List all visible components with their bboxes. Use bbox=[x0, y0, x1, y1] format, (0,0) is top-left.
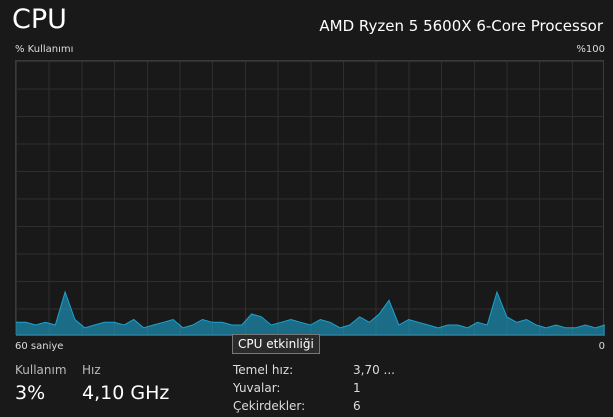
x-tick-label: 0 bbox=[598, 341, 605, 352]
y-tick-label: %100 bbox=[576, 44, 605, 55]
tooltip: CPU etkinliği bbox=[232, 334, 320, 354]
detail-value: 3,70 ... bbox=[353, 363, 395, 377]
chart bbox=[16, 290, 605, 336]
page-title: CPU bbox=[12, 4, 67, 35]
stat-value: 3% bbox=[15, 382, 46, 404]
detail-label: Yuvalar: bbox=[233, 381, 281, 395]
stat-value: 4,10 GHz bbox=[82, 382, 170, 404]
stat-label: Kullanım bbox=[15, 363, 67, 377]
graph bbox=[15, 60, 605, 336]
detail-value: 6 bbox=[353, 399, 361, 413]
processor-name: AMD Ryzen 5 5600X 6-Core Processor bbox=[319, 17, 603, 35]
detail-value: 1 bbox=[353, 381, 361, 395]
area-line bbox=[16, 290, 605, 329]
area-fill bbox=[16, 292, 605, 336]
stat-label: Hız bbox=[82, 363, 101, 377]
x-tick-label: 60 saniye bbox=[15, 341, 64, 352]
detail-label: Çekirdekler: bbox=[233, 399, 306, 413]
detail-label: Temel hız: bbox=[233, 363, 294, 377]
y-axis-label: % Kullanımı bbox=[15, 44, 74, 55]
